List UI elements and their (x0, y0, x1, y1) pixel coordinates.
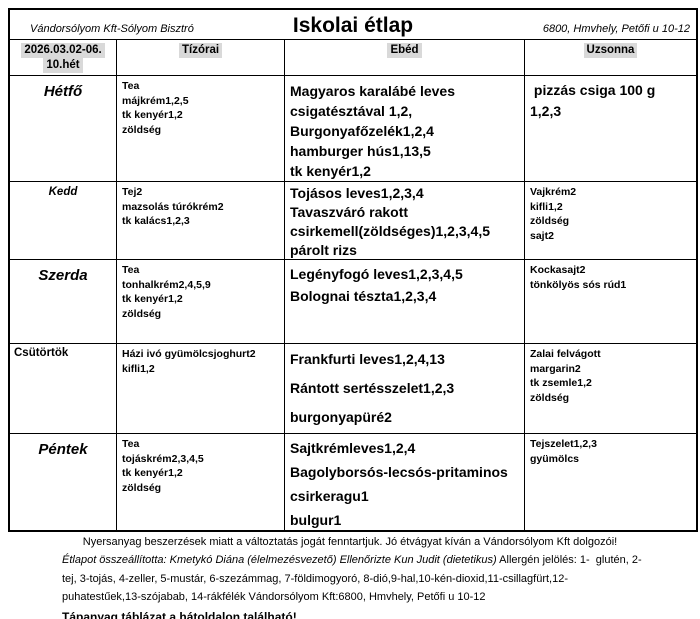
menu-item: tk kenyér1,2 (290, 163, 371, 179)
csutortok-tizorai-cell: Házi ivó gyümölcsjoghurt2 kifli1,2 (117, 344, 285, 434)
kedd-uzsonna-cell: Vajkrém2 kifli1,2 zöldség sajt2 (525, 182, 696, 260)
kedd-ebed-cell: Tojásos leves1,2,3,4 Tavaszváró rakott c… (285, 182, 525, 260)
menu-item: Tea (122, 438, 140, 450)
menu-item: tönkölyös sós rúd1 (530, 278, 627, 291)
menu-item: Burgonyafőzelék1,2,4 (290, 123, 434, 139)
szerda-tizorai-cell: Tea tonhalkrém2,4,5,9 tk kenyér1,2 zölds… (117, 260, 285, 344)
hetfo-tizorai-cell: Tea májkrém1,2,5 tk kenyér1,2 zöldség (117, 76, 285, 182)
menu-item: zöldség (122, 481, 162, 494)
menu-item: Bagolyborsós-lecsós-pritaminos (290, 464, 508, 480)
column-header-ebed: Ebéd (285, 40, 525, 76)
menu-item: Házi ivó gyümölcsjoghurt2 (122, 348, 256, 360)
menu-item: Tej2 (122, 186, 143, 198)
menu-item: csirkemell(zöldséges)1,2,3,4,5 (290, 223, 490, 239)
csutortok-uzsonna-cell: Zalai felvágott margarin2 tk zsemle1,2 z… (525, 344, 696, 434)
menu-item: Zalai felvágott (530, 348, 601, 360)
day-name-csutortok: Csütörtök (10, 344, 117, 434)
credits-line: Étlapot összeállította: Kmetykó Diána (é… (62, 551, 676, 570)
menu-item: Tea (122, 80, 140, 92)
menu-item: csirkeragu1 (290, 488, 369, 504)
column-header-uzsonna: Uzsonna (525, 40, 696, 76)
menu-item: bulgur1 (290, 512, 342, 528)
pentek-ebed-cell: Sajtkrémleves1,2,4 Bagolyborsós-lecsós-p… (285, 434, 525, 530)
menu-item: margarin2 (530, 362, 581, 375)
column-header-tizorai: Tízórai (117, 40, 285, 76)
szerda-ebed-cell: Legényfogó leves1,2,3,4,5 Bolognai tészt… (285, 260, 525, 344)
menu-item: Bolognai tészta1,2,3,4 (290, 288, 437, 304)
hetfo-uzsonna-cell: pizzás csiga 100 g 1,2,3 (525, 76, 696, 182)
company-name: Vándorsólyom Kft-Sólyom Bisztró (30, 23, 194, 35)
menu-item: Frankfurti leves1,2,4,13 (290, 351, 445, 367)
menu-item: tonhalkrém2,4,5,9 (122, 278, 211, 291)
menu-item: párolt rizs (290, 242, 357, 258)
menu-item: Sajtkrémleves1,2,4 (290, 440, 416, 456)
menu-item: kifli1,2 (530, 200, 563, 213)
menu-item: hamburger hús1,13,5 (290, 143, 431, 159)
menu-item: Tojásos leves1,2,3,4 (290, 185, 424, 201)
menu-item: burgonyapüré2 (290, 409, 392, 425)
menu-item: tk zsemle1,2 (530, 377, 592, 389)
title-row: Vándorsólyom Kft-Sólyom Bisztró Iskolai … (10, 10, 696, 40)
change-notice: Nyersanyag beszerzések miatt a változtat… (82, 536, 618, 548)
pentek-uzsonna-cell: Tejszelet1,2,3 gyümölcs (525, 434, 696, 530)
menu-item: tk kenyér1,2 (122, 109, 183, 121)
menu-item: zöldség (122, 307, 162, 320)
credits-italic: Étlapot összeállította: Kmetykó Diána (é… (62, 554, 497, 566)
csutortok-ebed-cell: Frankfurti leves1,2,4,13 Rántott sertéss… (285, 344, 525, 434)
week-number: 10.hét (43, 58, 83, 73)
menu-item: Magyaros karalábé leves (290, 83, 455, 99)
menu-item: zöldség (530, 215, 570, 227)
tizorai-label: Tízórai (178, 43, 223, 58)
menu-item: májkrém1,2,5 (122, 94, 189, 107)
menu-item: zöldség (122, 123, 162, 136)
menu-item: tojáskrém2,3,4,5 (122, 452, 204, 465)
menu-item: zöldség (530, 391, 570, 404)
kedd-tizorai-cell: Tej2 mazsolás túrókrém2 tk kalács1,2,3 (117, 182, 285, 260)
allergen-intro: Allergén jelölés: 1- glutén, 2- (496, 554, 642, 566)
menu-item: gyümölcs (530, 452, 580, 465)
menu-item: 1,2,3 (530, 103, 562, 119)
week-range: 2026.03.02-06. (21, 43, 105, 58)
day-name-hetfo: Hétfő (10, 76, 117, 182)
menu-item: Kockasajt2 (530, 264, 586, 276)
allergen-list-line3: puhatestűek,13-szójabab, 14-rákfélék Ván… (62, 591, 486, 603)
szerda-uzsonna-cell: Kockasajt2 tönkölyös sós rúd1 (525, 260, 696, 344)
menu-table: Vándorsólyom Kft-Sólyom Bisztró Iskolai … (8, 8, 698, 532)
allergen-list-line2: tej, 3-tojás, 4-zeller, 5-mustár, 6-szez… (62, 572, 569, 585)
menu-item: tk kalács1,2,3 (122, 215, 190, 227)
menu-item: kifli1,2 (122, 362, 155, 375)
menu-item: tk kenyér1,2 (122, 467, 183, 479)
hetfo-ebed-cell: Magyaros karalábé leves csigatésztával 1… (285, 76, 525, 182)
menu-item: Legényfogó leves1,2,3,4,5 (290, 266, 463, 282)
footer: Nyersanyag beszerzések miatt a változtat… (0, 533, 700, 619)
page-title: Iskolai étlap (292, 14, 414, 37)
company-address: 6800, Hmvhely, Petőfi u 10-12 (542, 23, 690, 35)
menu-item: Tejszelet1,2,3 (530, 438, 597, 450)
menu-item: tk kenyér1,2 (122, 293, 183, 305)
day-name-pentek: Péntek (10, 434, 117, 530)
day-name-szerda: Szerda (10, 260, 117, 344)
menu-item: pizzás csiga 100 g (530, 82, 656, 98)
menu-item: Rántott sertésszelet1,2,3 (290, 380, 455, 396)
pentek-tizorai-cell: Tea tojáskrém2,3,4,5 tk kenyér1,2 zöldsé… (117, 434, 285, 530)
nutrition-note: Tápanyag táblázat a hátoldalon található… (62, 609, 297, 619)
menu-item: Vajkrém2 (530, 186, 577, 198)
uzsonna-label: Uzsonna (583, 43, 638, 58)
menu-item: Tavaszváró rakott (290, 204, 409, 220)
day-name-kedd: Kedd (10, 182, 117, 260)
menu-item: sajt2 (530, 229, 554, 242)
ebed-label: Ebéd (387, 43, 422, 58)
week-header-cell: 2026.03.02-06. 10.hét (10, 40, 117, 76)
menu-item: csigatésztával 1,2, (290, 103, 413, 119)
menu-item: Tea (122, 264, 140, 276)
menu-item: mazsolás túrókrém2 (122, 200, 224, 213)
